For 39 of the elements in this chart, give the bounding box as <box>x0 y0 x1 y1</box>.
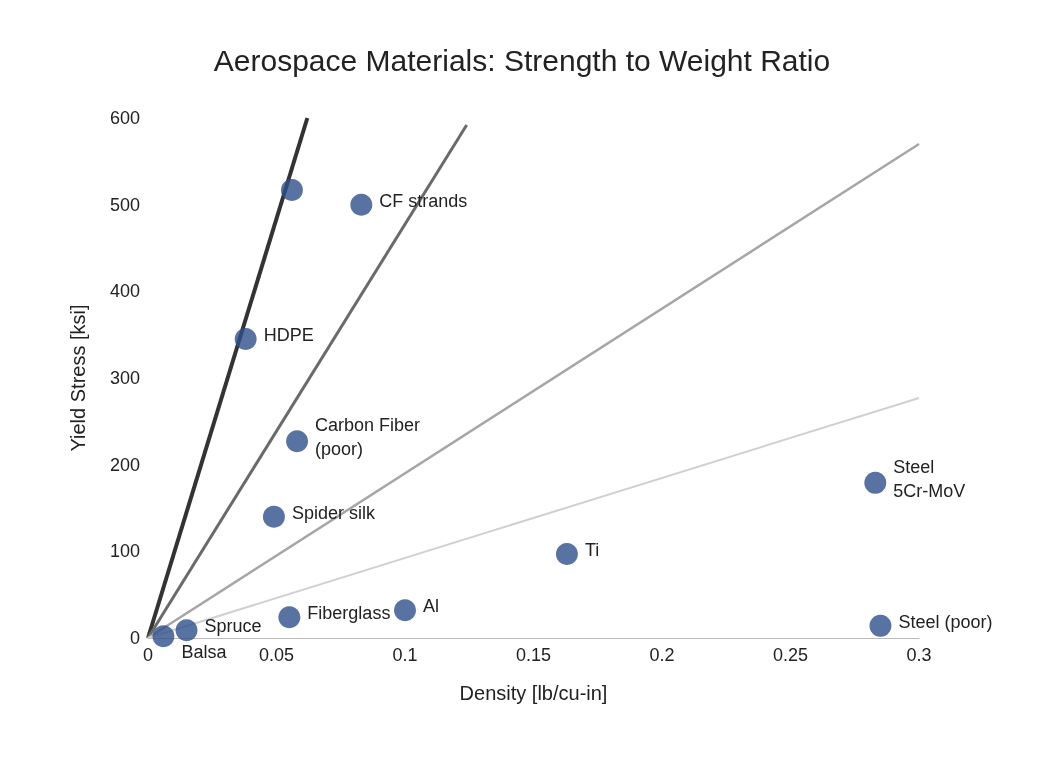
x-tick-label: 0 <box>142 645 154 665</box>
point <box>350 193 373 216</box>
point <box>394 599 416 622</box>
point <box>869 614 892 637</box>
y-tick-label: 100 <box>109 541 140 562</box>
y-tick-label: 500 <box>109 194 140 215</box>
x-tick-label: 0.2 <box>649 645 675 665</box>
y-tick-label: 400 <box>109 281 140 302</box>
annotation: Fiberglass <box>307 603 391 624</box>
x-tick-label: 0.25 <box>772 645 809 665</box>
annotation: Balsa <box>181 642 228 663</box>
point <box>278 606 301 629</box>
annotation: HDPE <box>263 325 314 345</box>
annotation: Ti <box>584 539 600 560</box>
annotation: Steel (poor) <box>898 611 993 632</box>
point <box>152 625 175 648</box>
point <box>864 471 887 494</box>
annotation: Al <box>423 596 440 617</box>
y-tick-label: 0 <box>129 628 140 648</box>
annotation: Steel 5Cr-MoV <box>893 456 966 501</box>
y-tick-label: 200 <box>109 454 140 475</box>
y-tick-label: 300 <box>109 368 140 388</box>
y-tick-label: 600 <box>109 108 140 128</box>
y-axis-title: Yield Stress [ksi] <box>67 304 89 452</box>
point <box>280 178 303 201</box>
point <box>262 505 285 528</box>
annotation: Spider silk <box>291 502 376 523</box>
point <box>555 542 578 565</box>
x-axis-title: Density [lb/cu-in] <box>459 682 608 704</box>
annotation: Carbon Fiber (poor) <box>315 415 421 460</box>
x-tick-label: 0.15 <box>515 645 552 665</box>
x-tick-label: 0.1 <box>392 645 418 665</box>
x-tick-label: 0.3 <box>906 645 932 665</box>
x-tick-label: 0.05 <box>258 645 295 665</box>
point <box>175 619 198 642</box>
point <box>234 328 257 350</box>
chart-title: Aerospace Materials: Strength to Weight Ratio <box>213 43 831 77</box>
annotation: Spruce <box>204 616 262 637</box>
point <box>286 430 309 453</box>
